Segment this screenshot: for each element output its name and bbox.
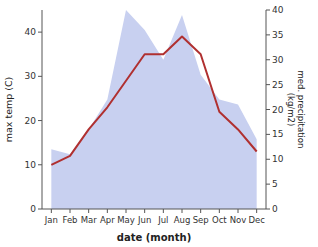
y2-tick <box>266 59 270 60</box>
y-tick <box>38 164 42 165</box>
y2-tick-label: 30 <box>272 55 284 65</box>
y-tick-label: 40 <box>25 27 37 37</box>
x-tick-label: Jun <box>137 215 151 225</box>
x-tick-label: Oct <box>212 215 227 225</box>
x-tick <box>182 209 183 213</box>
x-tick <box>256 209 257 213</box>
x-tick <box>200 209 201 213</box>
x-tick <box>88 209 89 213</box>
x-tick-label: Mar <box>81 215 98 225</box>
y2-tick-label: 5 <box>272 179 278 189</box>
x-tick <box>144 209 145 213</box>
x-tick-label: Aug <box>174 215 191 225</box>
y2-tick-label: 35 <box>272 30 283 40</box>
y-axis-label: max temp (C) <box>3 77 14 143</box>
x-tick <box>51 209 52 213</box>
y-tick-label: 10 <box>25 160 37 170</box>
x-tick <box>107 209 108 213</box>
y2-tick-label: 25 <box>272 80 283 90</box>
y2-tick <box>266 159 270 160</box>
x-tick-label: Nov <box>230 215 247 225</box>
y-tick-label: 20 <box>25 116 37 126</box>
x-tick <box>238 209 239 213</box>
x-tick-label: Jul <box>157 215 168 225</box>
chart: 0 10 20 30 40 0 5 10 15 20 25 30 35 40 Jan Feb MarAprMay… <box>0 0 318 247</box>
y2-tick <box>266 84 270 85</box>
y2-tick-label: 40 <box>272 5 284 15</box>
x-tick <box>163 209 164 213</box>
x-tick <box>70 209 71 213</box>
temperature-line <box>51 37 256 165</box>
x-tick-label: Sep <box>193 215 209 225</box>
y2-tick-label: 20 <box>272 105 284 115</box>
y2-tick <box>266 134 270 135</box>
y2-tick-label: 10 <box>272 154 284 164</box>
y-tick-label: 0 <box>30 204 36 214</box>
y2-axis-label: med. precipitation(kg/m2) <box>286 71 306 149</box>
y-axis-line <box>42 10 43 209</box>
y2-tick <box>266 10 270 11</box>
y2-tick <box>266 184 270 185</box>
x-tick-label: Dec <box>248 215 265 225</box>
y2-tick-label: 0 <box>272 204 278 214</box>
x-tick-label: Jan <box>44 215 58 225</box>
y2-tick <box>266 109 270 110</box>
y-tick <box>38 120 42 121</box>
y-tick <box>38 209 42 210</box>
plot-area <box>51 10 256 209</box>
x-tick <box>219 209 220 213</box>
y2-tick <box>266 209 270 210</box>
x-tick-label: May <box>117 215 135 225</box>
y2-axis-label-line: med. precipitation <box>296 71 306 149</box>
x-tick-label: Apr <box>100 215 115 225</box>
x-axis-line <box>42 209 266 210</box>
x-tick-label: Feb <box>62 215 77 225</box>
y-tick <box>38 76 42 77</box>
y-tick-label: 30 <box>25 71 37 81</box>
x-tick <box>126 209 127 213</box>
x-axis-label: date (month) <box>117 232 191 243</box>
y2-axis-label-line: (kg/m2) <box>286 93 296 127</box>
y2-tick <box>266 34 270 35</box>
y-tick <box>38 32 42 33</box>
precipitation-area <box>51 10 256 209</box>
y2-tick-label: 15 <box>272 129 283 139</box>
